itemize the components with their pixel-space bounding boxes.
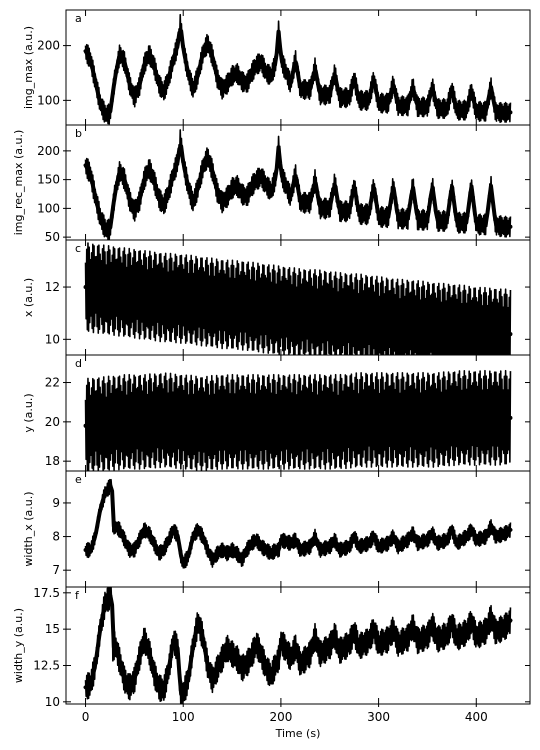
- series-core-b-0: [83, 144, 513, 232]
- y-tick-label-f-2: 15: [45, 622, 60, 636]
- y-tick-label-a-1: 200: [37, 39, 60, 53]
- y-tick-label-f-3: 17.5: [33, 586, 60, 600]
- y-tick-label-a-0: 100: [37, 93, 60, 107]
- panel-frame-e: [65, 470, 531, 588]
- y-axis-label-f: width_y (a.u.): [12, 608, 25, 683]
- series-core-f-0: [83, 593, 513, 697]
- series-line-f-0: [84, 587, 512, 704]
- panel-letter-e: e: [75, 473, 82, 486]
- panel-frame-f: [65, 586, 531, 705]
- y-tick-label-b-0: 50: [45, 230, 60, 244]
- y-tick-label-c-0: 10: [45, 332, 60, 346]
- x-tick-label-4: 400: [465, 710, 488, 724]
- y-tick-label-d-0: 18: [45, 454, 60, 468]
- y-tick-label-b-2: 150: [37, 173, 60, 187]
- y-tick-label-d-1: 20: [45, 415, 60, 429]
- series-core-a-0: [83, 28, 513, 117]
- series-core-c-0: [83, 285, 513, 337]
- series-core-e-0: [83, 483, 513, 565]
- series-core-d-0: [83, 415, 513, 428]
- y-tick-label-e-1: 8: [52, 530, 60, 544]
- panel-letter-f: f: [75, 589, 80, 602]
- x-tick-label-3: 300: [367, 710, 390, 724]
- series-line-d-0: [84, 369, 512, 471]
- y-tick-label-f-0: 10: [45, 695, 60, 709]
- y-tick-label-c-1: 12: [45, 280, 60, 294]
- y-tick-label-d-2: 22: [45, 376, 60, 390]
- y-tick-label-f-1: 12.5: [33, 658, 60, 672]
- y-tick-label-b-1: 100: [37, 201, 60, 215]
- x-tick-label-0: 0: [82, 710, 90, 724]
- y-tick-label-e-0: 7: [52, 563, 60, 577]
- y-axis-label-c: x (a.u.): [22, 278, 35, 317]
- y-tick-label-b-3: 200: [37, 144, 60, 158]
- panel-letter-c: c: [75, 242, 81, 255]
- x-axis-label: Time (s): [275, 727, 321, 740]
- series-line-e-0: [84, 478, 512, 569]
- y-axis-label-e: width_x (a.u.): [22, 491, 35, 566]
- panel-letter-a: a: [75, 12, 82, 25]
- x-tick-label-2: 200: [269, 710, 292, 724]
- panel-letter-b: b: [75, 127, 82, 140]
- y-axis-label-d: y (a.u.): [22, 393, 35, 432]
- x-tick-label-1: 100: [172, 710, 195, 724]
- series-line-c-0: [84, 242, 512, 355]
- y-axis-label-b: img_rec_max (a.u.): [12, 130, 25, 236]
- y-axis-label-a: img_max (a.u.): [22, 26, 35, 109]
- panel-letter-d: d: [75, 357, 82, 370]
- y-tick-label-e-2: 9: [52, 496, 60, 510]
